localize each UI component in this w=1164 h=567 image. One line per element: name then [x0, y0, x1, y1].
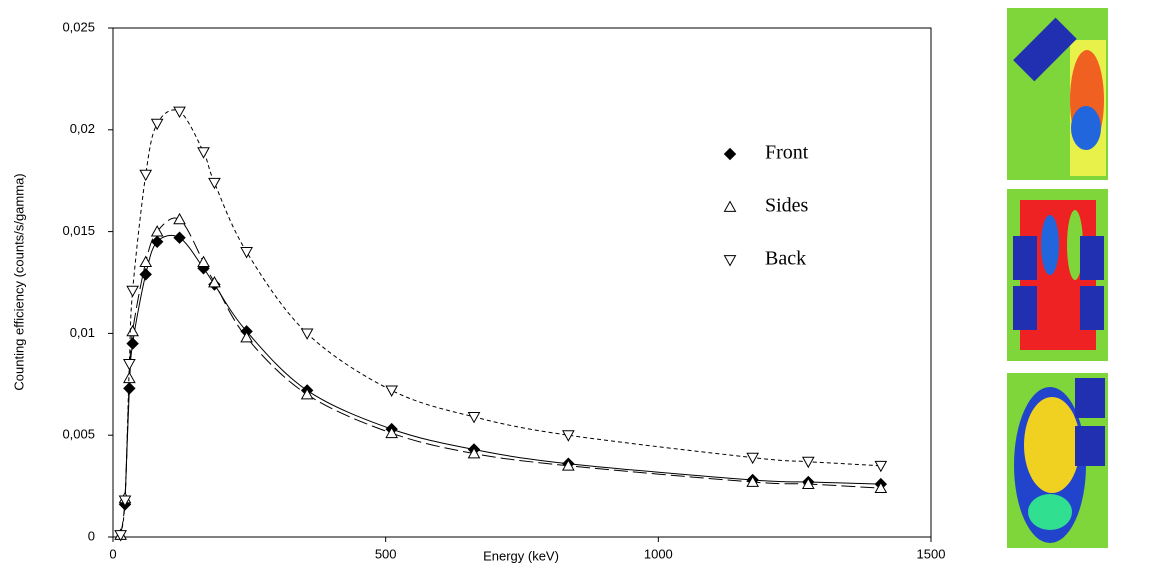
marker — [197, 147, 210, 159]
marker — [801, 456, 815, 469]
y-tick-label: 0,015 — [62, 223, 95, 238]
marker — [139, 268, 152, 281]
marker — [139, 169, 153, 182]
marker — [150, 225, 164, 237]
y-tick-label: 0,01 — [70, 325, 95, 340]
y-tick-label: 0 — [88, 528, 95, 543]
marker — [240, 330, 253, 343]
marker — [173, 231, 186, 244]
marker — [300, 387, 314, 400]
marker — [300, 328, 314, 340]
marker — [173, 212, 186, 225]
marker — [208, 275, 221, 288]
marker — [562, 459, 575, 471]
marker — [562, 430, 575, 442]
legend-label: Sides — [765, 195, 809, 217]
y-tick-label: 0,025 — [62, 19, 95, 34]
x-axis-label: Energy (keV) — [483, 548, 559, 563]
marker — [874, 481, 888, 494]
marker — [114, 530, 127, 542]
fit-curve — [124, 234, 881, 505]
marker — [240, 247, 253, 259]
y-tick-label: 0,005 — [62, 427, 95, 442]
image-detector — [1013, 286, 1037, 330]
image-region — [1028, 494, 1072, 530]
marker — [123, 359, 136, 371]
image-region — [1041, 215, 1059, 275]
y-tick-label: 0,02 — [70, 121, 95, 136]
image-region — [1024, 397, 1080, 493]
legend-marker — [723, 147, 737, 161]
marker — [801, 477, 815, 489]
image-detector — [1013, 236, 1037, 280]
fit-curve — [120, 217, 881, 536]
marker — [746, 475, 760, 487]
marker — [126, 285, 139, 298]
x-tick-label: 1500 — [917, 546, 946, 561]
marker — [467, 411, 481, 424]
marker — [874, 460, 888, 473]
phantom-images — [1007, 8, 1108, 548]
plot-frame — [112, 27, 932, 538]
marker — [150, 235, 164, 248]
image-region — [1071, 106, 1101, 150]
marker — [150, 118, 164, 131]
marker — [126, 337, 139, 350]
legend-marker — [723, 255, 737, 267]
marker — [173, 106, 186, 119]
marker — [746, 452, 760, 465]
y-axis-label: Counting efficiency (counts/s/gamma) — [11, 173, 26, 390]
marker — [385, 426, 399, 439]
marker — [208, 177, 221, 190]
marker — [197, 255, 210, 268]
image-detector — [1080, 286, 1104, 330]
image-detector — [1075, 378, 1105, 418]
marker — [118, 495, 132, 507]
image-detector — [1075, 426, 1105, 466]
legend-marker — [723, 200, 737, 212]
marker — [139, 255, 153, 268]
marker — [385, 385, 399, 397]
x-tick-label: 500 — [375, 546, 397, 561]
marker — [126, 324, 139, 337]
image-detector — [1080, 236, 1104, 280]
legend-label: Back — [765, 248, 806, 270]
x-tick-label: 1000 — [644, 546, 673, 561]
legend-label: Front — [765, 142, 809, 164]
image-region — [1067, 210, 1083, 280]
fit-curve — [120, 109, 881, 536]
x-tick-label: 0 — [109, 546, 116, 561]
image-detector — [1013, 17, 1077, 82]
marker — [467, 446, 481, 459]
